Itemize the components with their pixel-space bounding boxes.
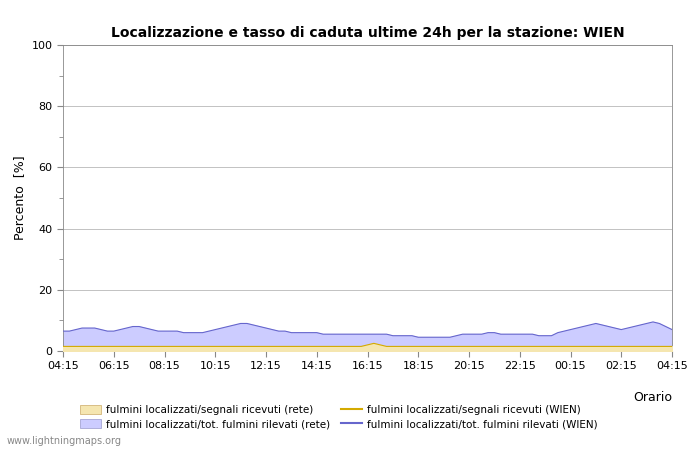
Text: www.lightningmaps.org: www.lightningmaps.org [7, 436, 122, 446]
Legend: fulmini localizzati/segnali ricevuti (rete), fulmini localizzati/tot. fulmini ri: fulmini localizzati/segnali ricevuti (re… [80, 405, 598, 429]
Title: Localizzazione e tasso di caduta ultime 24h per la stazione: WIEN: Localizzazione e tasso di caduta ultime … [111, 26, 624, 40]
Text: Orario: Orario [633, 391, 672, 404]
Y-axis label: Percento  [%]: Percento [%] [13, 156, 26, 240]
